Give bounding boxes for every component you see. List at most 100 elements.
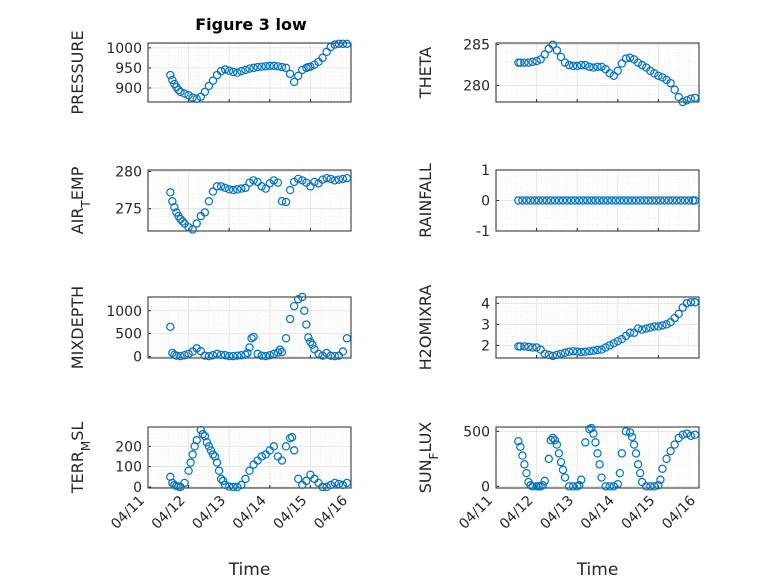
data-point (229, 67, 238, 77)
y-tick-label: -1 (476, 224, 490, 240)
y-tick-label: 0 (133, 350, 142, 366)
data-point (176, 351, 185, 361)
data-point (629, 440, 639, 449)
data-point (220, 480, 230, 490)
data-point (540, 349, 549, 358)
y-tick-label: 1 (481, 163, 490, 179)
data-point (277, 456, 287, 465)
data-point (585, 62, 594, 71)
data-point (581, 60, 590, 70)
data-point (247, 334, 256, 343)
data-point (257, 62, 266, 71)
data-point (265, 351, 274, 360)
data-point (243, 348, 252, 358)
data-point (668, 196, 677, 205)
data-point (552, 46, 562, 55)
data-point (294, 474, 303, 484)
data-point (166, 70, 175, 80)
data-point (277, 347, 287, 357)
data-point (241, 65, 250, 75)
data-point (554, 196, 564, 205)
data-point (656, 475, 665, 484)
data-point (652, 196, 661, 205)
data-point (522, 468, 531, 478)
data-point (550, 435, 560, 445)
data-point (587, 423, 596, 433)
data-point (639, 196, 649, 205)
data-point (326, 480, 335, 490)
data-point (528, 482, 537, 491)
data-point (218, 476, 228, 486)
x-tick-label: 04/12 (149, 493, 189, 533)
data-point (593, 345, 602, 355)
data-point (249, 332, 258, 342)
data-point (269, 61, 279, 71)
data-point (186, 458, 195, 467)
data-point (196, 92, 205, 101)
data-point (253, 62, 262, 72)
data-point (682, 96, 692, 105)
data-point (261, 62, 270, 71)
data-point (294, 71, 303, 81)
data-point (550, 196, 560, 205)
data-point (575, 196, 584, 205)
data-point (188, 93, 197, 102)
data-point (587, 196, 596, 205)
data-point (220, 65, 230, 74)
data-point (560, 348, 570, 357)
data-point (627, 432, 637, 442)
data-point (544, 350, 553, 360)
data-point (170, 202, 179, 212)
data-point (302, 320, 311, 329)
data-point (615, 196, 625, 205)
data-point (605, 341, 614, 350)
data-point (224, 66, 234, 75)
data-point (516, 442, 525, 451)
data-point (204, 197, 214, 206)
data-point (581, 438, 590, 447)
data-point (269, 176, 279, 185)
data-point (666, 78, 675, 88)
data-point (196, 425, 205, 435)
data-point (198, 429, 208, 439)
axes-box (147, 426, 352, 489)
x-tick-label: 04/14 (230, 493, 270, 533)
data-point (326, 42, 335, 52)
data-point (277, 197, 287, 206)
data-point (200, 87, 210, 97)
data-point (237, 480, 246, 490)
data-point (658, 464, 667, 473)
data-point (220, 351, 230, 360)
data-point (654, 481, 663, 490)
data-point (216, 350, 226, 359)
data-point (184, 466, 193, 475)
data-point (637, 325, 647, 334)
data-point (684, 196, 694, 205)
y-tick-label: 900 (115, 81, 142, 97)
subplot-2: 280 285 THETA (416, 38, 700, 107)
data-point (577, 60, 586, 70)
data-point (342, 39, 352, 49)
data-point (650, 69, 659, 78)
x-tick-label: 04/13 (537, 493, 577, 533)
data-point (229, 185, 238, 195)
data-point (556, 457, 566, 467)
data-point (342, 478, 352, 488)
subplot-7: 0 100 200 04/11 04/12 04/13 04/14 04/15 04/16 Tim… (68, 422, 352, 580)
data-point (597, 62, 606, 71)
data-point (233, 185, 242, 194)
data-point (548, 433, 558, 443)
x-tick-label: 04/13 (189, 493, 229, 533)
data-point (318, 53, 327, 63)
data-point (516, 58, 525, 67)
data-point (601, 343, 610, 352)
data-point (554, 449, 564, 458)
data-point (229, 351, 238, 361)
x-tick-label: 04/14 (578, 493, 618, 533)
data-point (690, 298, 700, 307)
data-point (678, 97, 687, 107)
subplot-3: 275 280 AIRTEMP (68, 164, 352, 234)
data-point (261, 184, 270, 193)
data-point (538, 196, 547, 205)
data-point (690, 196, 700, 205)
